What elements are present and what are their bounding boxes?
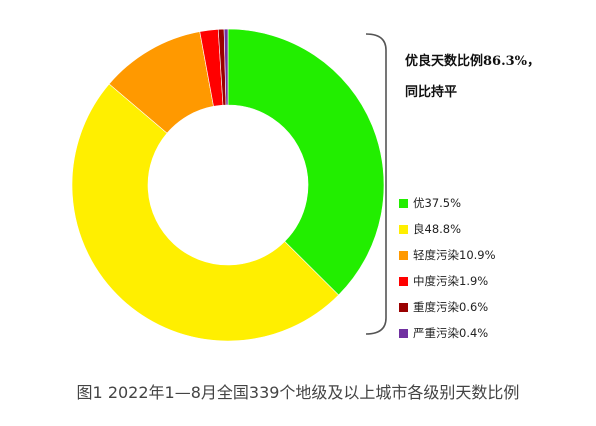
slice-0 [227,28,385,296]
legend-item-4: 重度污染0.6% [399,294,496,320]
legend-swatch-0 [399,198,408,208]
annotation-line-2: 同比持平 [405,85,458,100]
legend-item-1: 良48.8% [399,216,496,242]
annotation-note: 优良天数比例86.3%， 同比持平 [405,46,585,108]
legend-item-2: 轻度污染10.9% [399,242,496,268]
donut-slices [71,28,385,342]
annotation-bracket [365,33,387,335]
legend-label-5: 严重污染0.4% [413,326,489,340]
legend-swatch-5 [399,328,408,338]
chart-legend: 优37.5% 良48.8% 轻度污染10.9% 中度污染1.9% 重度污染0.6% 严重污… [399,190,496,346]
figure-caption: 图1 2022年1—8月全国339个地级及以上城市各级别天数比例 [76,383,520,402]
legend-item-5: 严重污染0.4% [399,320,496,346]
slice-1 [71,83,339,342]
legend-label-4: 重度污染0.6% [413,300,489,314]
donut-chart [71,28,385,342]
legend-swatch-1 [399,224,408,234]
slice-5 [223,28,229,106]
annotation-line-1: 优良天数比例86.3%， [405,54,541,69]
legend-label-0: 优37.5% [413,196,462,210]
legend-label-3: 中度污染1.9% [413,274,489,288]
legend-item-3: 中度污染1.9% [399,268,496,294]
legend-swatch-4 [399,302,408,312]
legend-swatch-3 [399,276,408,286]
legend-swatch-2 [399,250,408,260]
legend-item-0: 优37.5% [399,190,496,216]
legend-label-1: 良48.8% [413,222,462,236]
legend-label-2: 轻度污染10.9% [413,248,496,262]
